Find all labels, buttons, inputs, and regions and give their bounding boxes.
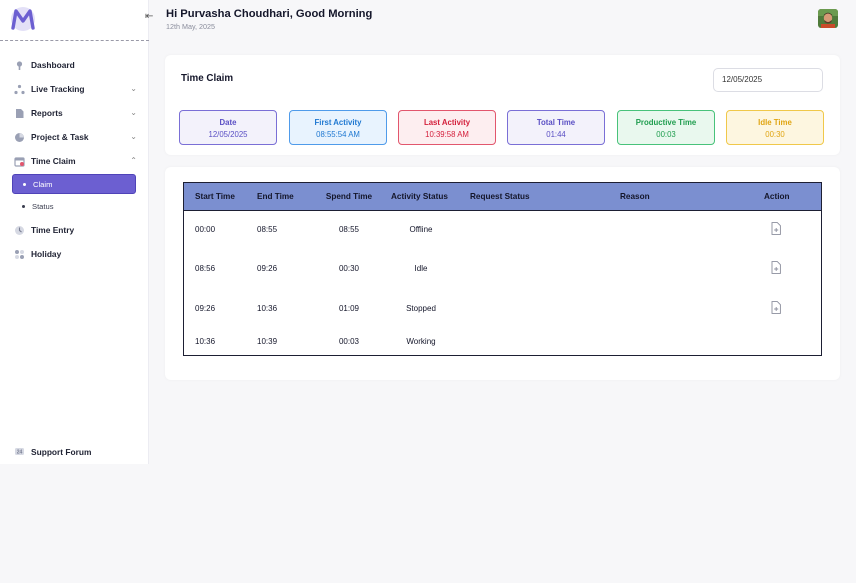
table-row: 09:26 10:36 01:09 Stopped bbox=[184, 300, 821, 320]
chevron-down-icon[interactable]: ⌄ bbox=[130, 108, 137, 117]
column-header-activity-status: Activity Status bbox=[391, 192, 448, 201]
sidebar: ⇤ Dashboard Live Tracking ⌄ Reports ⌄ bbox=[0, 0, 153, 464]
holiday-icon bbox=[14, 249, 25, 260]
sidebar-item-label: Reports bbox=[31, 108, 63, 118]
stat-label: Total Time bbox=[536, 118, 576, 127]
sidebar-item-dashboard[interactable]: Dashboard bbox=[0, 53, 149, 77]
cell-start-time: 09:26 bbox=[195, 304, 216, 313]
stat-value: 01:44 bbox=[546, 130, 566, 139]
greeting-text: Hi Purvasha Choudhari, Good Morning bbox=[166, 8, 373, 20]
sidebar-item-time-entry[interactable]: Time Entry bbox=[0, 218, 149, 242]
date-picker-input[interactable]: 12/05/2025 bbox=[713, 68, 823, 92]
table-row: 00:00 08:55 08:55 Offline bbox=[184, 221, 821, 241]
svg-text:24: 24 bbox=[17, 449, 23, 455]
sidebar-item-holiday[interactable]: Holiday bbox=[0, 242, 149, 266]
sidebar-item-label: Holiday bbox=[31, 249, 62, 259]
chevron-down-icon[interactable]: ⌄ bbox=[130, 132, 137, 141]
stat-label: First Activity bbox=[314, 118, 362, 127]
column-header-start-time: Start Time bbox=[195, 192, 235, 201]
stat-first-activity: First Activity 08:55:54 AM bbox=[289, 110, 387, 145]
stat-value: 08:55:54 AM bbox=[316, 130, 360, 139]
support-label: Support Forum bbox=[31, 446, 92, 457]
cell-start-time: 08:56 bbox=[195, 264, 216, 273]
cell-end-time: 08:55 bbox=[257, 225, 278, 234]
project-icon bbox=[14, 132, 25, 143]
table-header: Start Time End Time Spend Time Activity … bbox=[184, 183, 821, 211]
column-header-spend-time: Spend Time bbox=[325, 192, 373, 201]
sidebar-item-label: Live Tracking bbox=[31, 84, 85, 94]
sidebar-subitem-status[interactable]: Status bbox=[12, 196, 136, 216]
cell-end-time: 10:36 bbox=[257, 304, 278, 313]
support-icon: 24 bbox=[14, 446, 25, 457]
chevron-up-icon[interactable]: ⌃ bbox=[130, 156, 137, 165]
stat-value: 00:30 bbox=[765, 130, 785, 139]
stat-label: Productive Time bbox=[635, 118, 697, 127]
bullet-icon bbox=[23, 182, 26, 186]
header-date: 12th May, 2025 bbox=[166, 22, 216, 31]
cell-start-time: 00:00 bbox=[195, 225, 216, 234]
time-claim-card: Time Claim 12/05/2025 Date 12/05/2025 Fi… bbox=[165, 55, 840, 155]
cell-spend-time: 00:03 bbox=[338, 337, 360, 346]
collapse-sidebar-icon[interactable]: ⇤ bbox=[145, 11, 154, 22]
column-header-action: Action bbox=[764, 192, 790, 201]
stat-label: Last Activity bbox=[423, 118, 471, 127]
sidebar-item-support-forum[interactable]: 24 Support Forum bbox=[14, 446, 91, 457]
stat-productive-time: Productive Time 00:03 bbox=[617, 110, 715, 145]
sidebar-item-time-claim[interactable]: Time Claim ⌃ bbox=[0, 149, 149, 173]
bullet-icon bbox=[22, 204, 25, 208]
clock-icon bbox=[14, 225, 25, 236]
sidebar-subitem-claim[interactable]: Claim bbox=[12, 174, 136, 194]
stat-total-time: Total Time 01:44 bbox=[507, 110, 605, 145]
cell-activity-status: Stopped bbox=[406, 304, 436, 313]
cell-activity-status: Idle bbox=[414, 264, 428, 273]
stat-value: 12/05/2025 bbox=[208, 130, 248, 139]
sidebar-item-label: Time Entry bbox=[31, 225, 75, 235]
cell-end-time: 10:39 bbox=[257, 337, 278, 346]
dashboard-icon bbox=[14, 60, 25, 71]
stat-date: Date 12/05/2025 bbox=[179, 110, 277, 145]
live-tracking-icon bbox=[14, 84, 25, 95]
sidebar-item-reports[interactable]: Reports ⌄ bbox=[0, 101, 149, 125]
cell-activity-status: Working bbox=[406, 337, 436, 346]
sidebar-item-label: Dashboard bbox=[31, 60, 75, 70]
time-claim-table-card: Start Time End Time Spend Time Activity … bbox=[165, 167, 840, 380]
stat-label: Date bbox=[219, 118, 237, 127]
sidebar-divider bbox=[0, 40, 149, 41]
sidebar-subitem-label: Status bbox=[32, 201, 54, 211]
sidebar-item-live-tracking[interactable]: Live Tracking ⌄ bbox=[0, 77, 149, 101]
sidebar-nav: Dashboard Live Tracking ⌄ Reports ⌄ Proj… bbox=[0, 53, 149, 266]
stat-idle-time: Idle Time 00:30 bbox=[726, 110, 824, 145]
cell-spend-time: 01:09 bbox=[338, 304, 360, 313]
stat-value: 00:03 bbox=[656, 130, 676, 139]
sidebar-item-label: Project & Task bbox=[31, 132, 89, 142]
column-header-reason: Reason bbox=[620, 192, 650, 201]
sidebar-item-label: Time Claim bbox=[31, 156, 76, 166]
stat-label: Idle Time bbox=[758, 118, 792, 127]
column-header-end-time: End Time bbox=[257, 192, 294, 201]
cell-spend-time: 00:30 bbox=[338, 264, 360, 273]
time-claim-table: Start Time End Time Spend Time Activity … bbox=[183, 182, 822, 356]
cell-start-time: 10:36 bbox=[195, 337, 216, 346]
cell-end-time: 09:26 bbox=[257, 264, 278, 273]
page-title: Time Claim bbox=[181, 73, 234, 84]
cell-activity-status: Offline bbox=[409, 225, 433, 234]
add-file-icon[interactable] bbox=[771, 222, 781, 235]
sidebar-subitem-label: Claim bbox=[33, 179, 53, 189]
cell-spend-time: 08:55 bbox=[338, 225, 360, 234]
table-row: 08:56 09:26 00:30 Idle bbox=[184, 260, 821, 280]
chevron-down-icon[interactable]: ⌄ bbox=[130, 84, 137, 93]
add-file-icon[interactable] bbox=[771, 261, 781, 274]
column-header-request-status: Request Status bbox=[470, 192, 530, 201]
calendar-icon bbox=[14, 156, 25, 167]
app-logo[interactable] bbox=[9, 6, 37, 32]
avatar[interactable] bbox=[818, 9, 838, 28]
add-file-icon[interactable] bbox=[771, 301, 781, 314]
sidebar-item-project-task[interactable]: Project & Task ⌄ bbox=[0, 125, 149, 149]
stat-last-activity: Last Activity 10:39:58 AM bbox=[398, 110, 496, 145]
reports-icon bbox=[14, 108, 25, 119]
stat-value: 10:39:58 AM bbox=[425, 130, 469, 139]
table-row: 10:36 10:39 00:03 Working bbox=[184, 333, 821, 353]
